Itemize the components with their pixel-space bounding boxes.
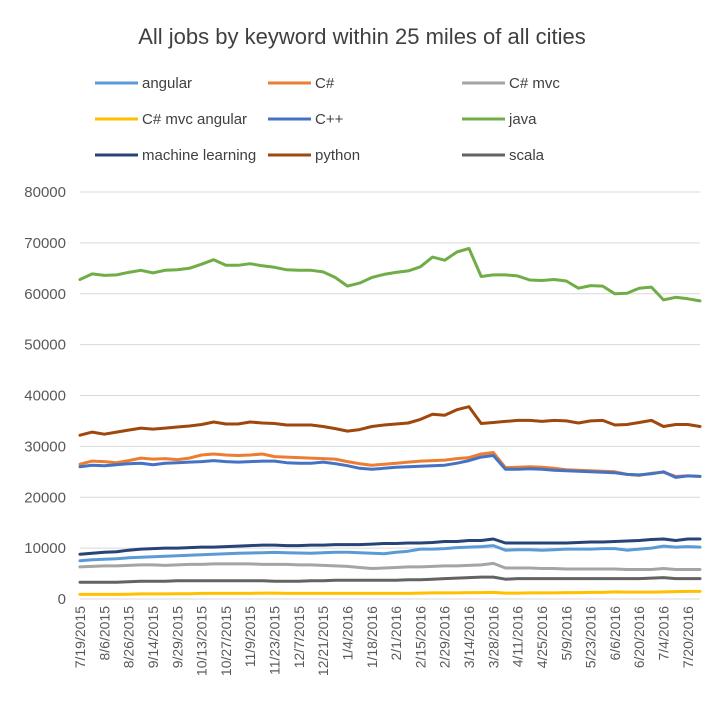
x-tick-label: 6/6/2016 [607, 606, 623, 661]
x-tick-label: 4/25/2016 [534, 606, 550, 668]
x-tick-label: 3/14/2016 [461, 606, 477, 668]
x-tick-label: 8/6/2015 [96, 606, 112, 661]
x-tick-label: 3/28/2016 [485, 606, 501, 668]
legend-label-csharp: C# [315, 75, 335, 92]
series-line-machine-learning [78, 537, 702, 556]
x-tick-label: 8/26/2015 [121, 606, 137, 668]
legend-label-java: java [508, 111, 537, 128]
series-group [78, 247, 702, 596]
x-tick-label: 4/11/2016 [510, 606, 526, 667]
x-tick-label: 7/19/2015 [72, 606, 88, 668]
x-tick-label: 5/23/2016 [583, 606, 599, 668]
chart-title: All jobs by keyword within 25 miles of a… [138, 24, 586, 49]
series-line-cplusplus [78, 454, 702, 479]
y-tick-label: 50000 [24, 337, 66, 354]
y-tick-label: 30000 [24, 438, 66, 455]
y-axis: 0 10000 20000 30000 40000 50000 60000 70000 8000… [24, 184, 66, 608]
legend: angular C# C# mvc C# mvc angular C++ java mach… [95, 75, 560, 164]
series-line-csharp-mvc-angular [78, 589, 702, 596]
x-tick-label: 10/13/2015 [194, 606, 210, 676]
x-tick-label: 12/7/2015 [291, 606, 307, 668]
y-tick-label: 60000 [24, 286, 66, 303]
y-tick-label: 40000 [24, 388, 66, 405]
legend-label-csharp-mvc-angular: C# mvc angular [142, 111, 247, 128]
series-line-python [78, 405, 702, 437]
x-tick-label: 9/14/2015 [145, 606, 161, 668]
y-tick-label: 70000 [24, 235, 66, 252]
legend-label-python: python [315, 147, 360, 164]
y-tick-label: 0 [58, 591, 66, 608]
x-tick-label: 10/27/2015 [218, 606, 234, 676]
x-tick-label: 11/23/2015 [267, 606, 283, 675]
series-line-scala [78, 575, 702, 584]
x-tick-label: 5/9/2016 [558, 606, 574, 661]
x-tick-label: 2/1/2016 [388, 606, 404, 661]
legend-label-cplusplus: C++ [315, 111, 344, 128]
y-tick-label: 10000 [24, 540, 66, 557]
x-tick-label: 7/4/2016 [656, 606, 672, 661]
x-axis: 7/19/2015 8/6/2015 8/26/2015 9/14/2015 9/29/… [72, 606, 696, 676]
x-tick-label: 1/18/2016 [364, 606, 380, 668]
x-tick-label: 6/20/2016 [631, 606, 647, 668]
x-tick-label: 12/21/2015 [315, 606, 331, 676]
x-tick-label: 1/4/2016 [339, 606, 355, 661]
gridlines [80, 191, 700, 600]
legend-label-scala: scala [509, 147, 545, 164]
x-tick-label: 2/15/2016 [412, 606, 428, 668]
legend-label-machine-learning: machine learning [142, 147, 256, 164]
x-tick-label: 9/29/2015 [169, 606, 185, 668]
series-line-java [78, 247, 702, 303]
x-tick-label: 2/29/2016 [437, 606, 453, 668]
x-tick-label: 7/20/2016 [680, 606, 696, 668]
y-tick-label: 80000 [24, 184, 66, 201]
legend-label-csharp-mvc: C# mvc [509, 75, 560, 92]
series-line-angular [78, 544, 702, 563]
series-line-csharp-mvc [78, 561, 702, 571]
y-tick-label: 20000 [24, 489, 66, 506]
x-tick-label: 11/9/2015 [242, 606, 258, 667]
legend-label-angular: angular [142, 75, 192, 92]
